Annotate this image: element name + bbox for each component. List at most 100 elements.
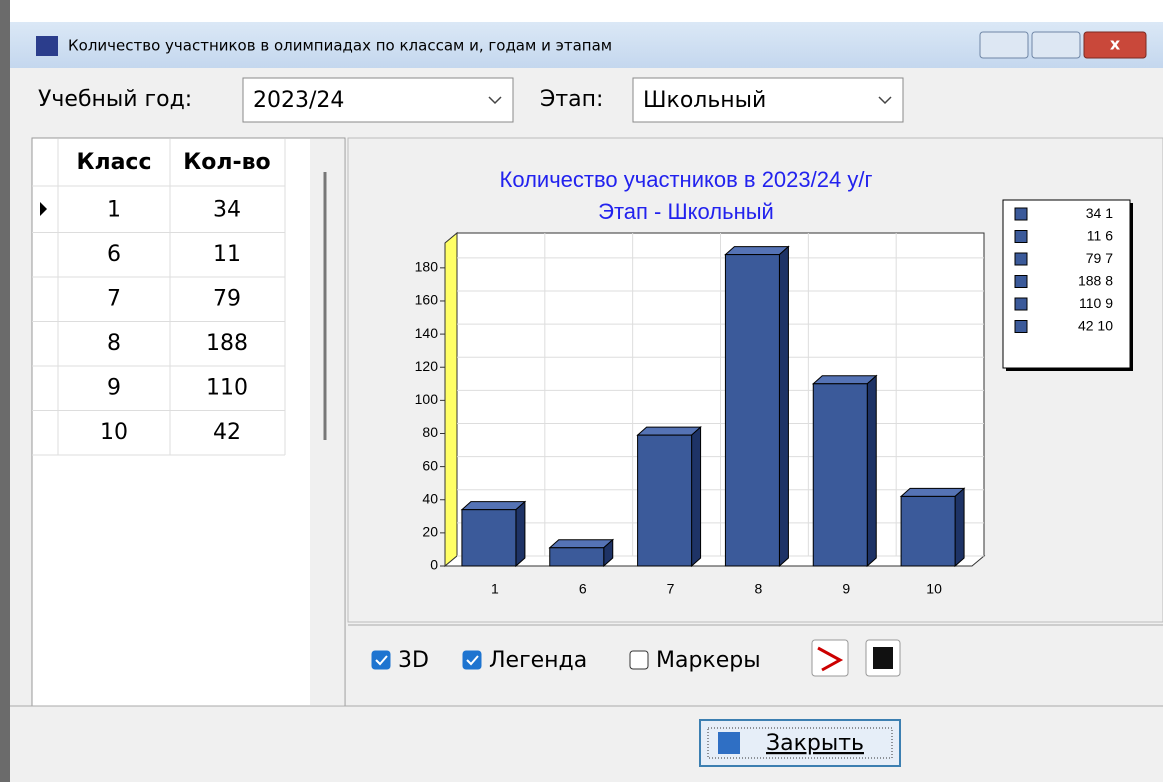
legend-entry: 42 10 <box>1078 317 1113 333</box>
legend-category: 1 <box>1105 205 1113 221</box>
x-tick-label: 10 <box>926 581 942 597</box>
bar-side <box>954 487 965 568</box>
window-title: Количество участников в олимпиадах по кл… <box>68 37 612 55</box>
legend-entry: 79 7 <box>1086 250 1113 266</box>
combo-value: Школьный <box>643 88 766 113</box>
scrollbar-track <box>310 139 344 705</box>
side-wall <box>444 231 458 568</box>
table: Класс Кол-во 1 34 6 11 7 79 8 188 9 110 10 42 <box>32 139 286 456</box>
export-glyph <box>817 646 844 672</box>
options: 3D Легенда Маркеры <box>371 648 761 673</box>
bar-top <box>548 539 615 549</box>
chart-title: Количество участников в 2023/24 у/г <box>500 167 873 192</box>
legend-category: 6 <box>1105 227 1113 243</box>
bar-top <box>460 501 527 511</box>
legend-entry: 188 8 <box>1078 272 1113 288</box>
y-tick-label: 140 <box>415 325 439 341</box>
legend-value: 188 <box>1078 272 1102 288</box>
y-tick-label: 80 <box>422 424 438 440</box>
bar <box>637 434 693 567</box>
column-header: Кол-во <box>183 150 270 175</box>
combo-value: 2023/24 <box>253 88 344 113</box>
combo-arrow <box>488 96 502 105</box>
legend-entry: 110 9 <box>1079 295 1113 311</box>
bar-side <box>515 500 526 568</box>
legend-swatch <box>1014 207 1028 221</box>
legend-value: 42 <box>1078 317 1094 333</box>
cell: 8 <box>107 331 121 356</box>
y-tick-label: 180 <box>415 259 439 275</box>
cell: 1 <box>107 197 121 222</box>
filter-label: Учебный год: <box>38 87 192 112</box>
combo-box[interactable] <box>632 77 904 123</box>
bar-top <box>636 426 702 436</box>
x-tick-label: 7 <box>667 581 675 597</box>
cell: 9 <box>107 375 121 400</box>
cell: 42 <box>213 420 241 445</box>
checkbox-label: Легенда <box>489 648 587 673</box>
checkbox-label: 3D <box>398 648 429 673</box>
focus-rect <box>707 727 893 759</box>
cell: 10 <box>100 420 128 445</box>
save-glyph <box>873 647 893 669</box>
cell: 7 <box>107 286 121 311</box>
y-tick-label: 100 <box>415 391 439 407</box>
bar-side <box>778 245 789 568</box>
x-tick-label: 8 <box>755 581 763 597</box>
close-button-label: Закрыть <box>766 731 864 756</box>
legend-value: 34 <box>1086 205 1102 221</box>
checkbox[interactable] <box>371 650 391 670</box>
combo-box[interactable] <box>242 77 514 123</box>
y-tick-label: 160 <box>415 292 439 308</box>
y-tick-label: 40 <box>422 490 438 506</box>
bar <box>900 495 956 567</box>
combo-arrow <box>878 96 892 105</box>
bar <box>724 254 780 567</box>
legend-swatch <box>1014 252 1028 266</box>
cell: 11 <box>213 242 241 267</box>
y-tick-label: 0 <box>430 557 438 573</box>
legend-category: 7 <box>1105 250 1113 266</box>
check-mark <box>466 655 479 666</box>
cell: 79 <box>213 286 241 311</box>
maximize-button[interactable] <box>1031 31 1081 59</box>
legend-value: 110 <box>1079 295 1102 311</box>
export-icon[interactable] <box>811 639 849 677</box>
legend-swatch <box>1014 297 1028 311</box>
legend-swatch <box>1014 320 1028 333</box>
x-tick-label: 9 <box>842 581 850 597</box>
close-window-button[interactable] <box>1083 31 1147 59</box>
chart-subtitle: Этап - Школьный <box>598 199 774 224</box>
bar-side <box>691 426 702 568</box>
row-indicator <box>40 202 47 216</box>
y-tick-label: 60 <box>422 457 438 473</box>
legend-value: 79 <box>1086 250 1102 266</box>
cell: 110 <box>206 375 248 400</box>
cell: 34 <box>213 197 241 222</box>
left-edge <box>0 0 10 782</box>
cell: 188 <box>206 331 248 356</box>
y-tick-label: 20 <box>422 524 438 540</box>
filter-label: Этап: <box>540 87 603 112</box>
check-mark <box>375 655 388 666</box>
checkbox[interactable] <box>629 650 649 670</box>
checkbox[interactable] <box>462 650 482 670</box>
x-tick-label: 1 <box>491 581 499 597</box>
app-icon <box>36 36 58 56</box>
legend-swatch <box>1014 275 1028 288</box>
legend-entry: 11 6 <box>1087 227 1113 243</box>
minimize-button[interactable] <box>979 31 1029 59</box>
x-tick-label: 6 <box>579 581 587 597</box>
legend-swatch <box>1014 230 1028 243</box>
legend-category: 10 <box>1097 317 1113 333</box>
title-bar <box>10 22 1163 68</box>
legend-value: 11 <box>1087 227 1102 243</box>
close-button-icon <box>718 732 740 754</box>
y-tick-label: 120 <box>415 358 439 374</box>
bar <box>812 383 868 567</box>
cell: 6 <box>107 242 121 267</box>
checkbox-label: Маркеры <box>656 648 761 673</box>
data-grid <box>31 137 346 707</box>
bar <box>549 547 605 567</box>
